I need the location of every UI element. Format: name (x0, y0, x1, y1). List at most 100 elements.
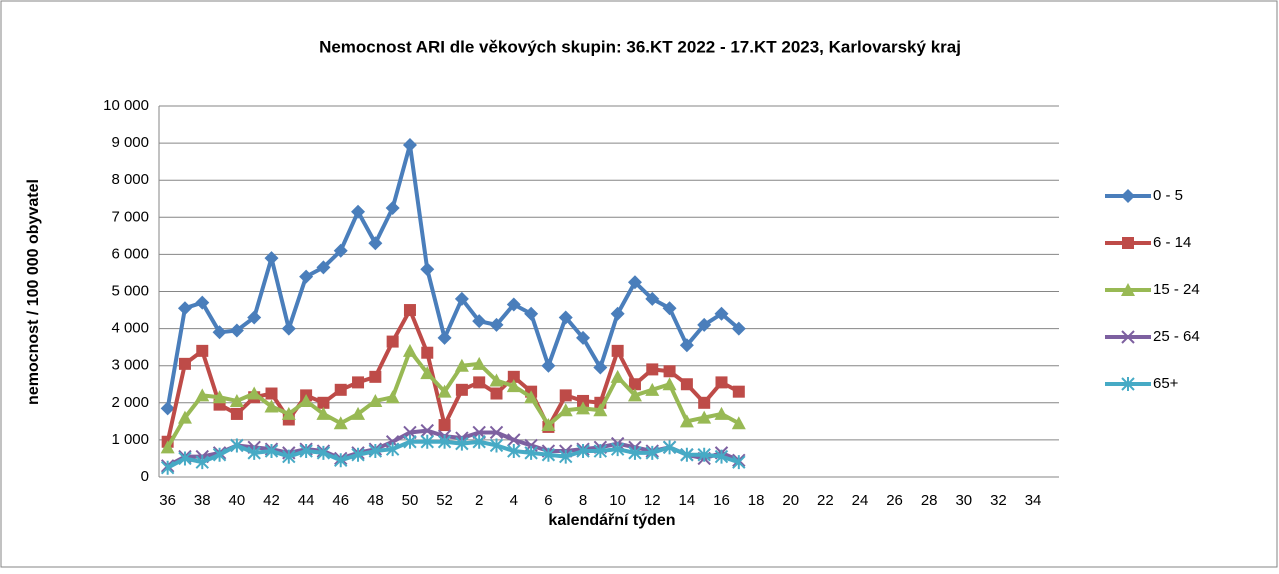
marker (489, 317, 504, 332)
marker (679, 414, 694, 428)
marker (472, 434, 486, 449)
marker (281, 321, 296, 336)
marker (662, 377, 677, 391)
marker (593, 444, 608, 459)
marker (473, 376, 486, 389)
marker (212, 325, 227, 340)
marker (420, 434, 434, 449)
marker (264, 251, 279, 266)
marker (195, 455, 209, 470)
marker (351, 406, 366, 420)
marker (697, 447, 711, 462)
x-tick-label: 30 (955, 492, 972, 509)
marker (611, 344, 624, 357)
marker (160, 460, 175, 475)
series-line (165, 142, 741, 409)
marker (316, 260, 331, 275)
marker (662, 440, 677, 455)
marker (230, 438, 244, 453)
marker (680, 378, 693, 391)
marker (732, 455, 746, 470)
marker (558, 403, 573, 417)
marker (731, 321, 746, 336)
marker (714, 406, 729, 420)
marker (610, 369, 625, 383)
marker (697, 410, 712, 424)
marker (316, 406, 331, 420)
marker (402, 137, 417, 152)
marker (369, 370, 382, 383)
marker (559, 449, 573, 464)
marker (506, 379, 521, 393)
marker (265, 387, 278, 400)
y-tick-label: 3 000 (111, 357, 149, 374)
marker (698, 396, 711, 409)
marker (438, 419, 451, 432)
marker (247, 445, 261, 460)
y-tick-label: 9 000 (111, 134, 149, 151)
x-tick-label: 14 (679, 492, 696, 509)
marker (299, 269, 314, 284)
x-tick-label: 12 (644, 492, 661, 509)
marker (731, 416, 746, 430)
series-line (165, 308, 740, 443)
marker (281, 406, 296, 420)
y-tick-label: 8 000 (111, 171, 149, 188)
marker (386, 335, 399, 348)
marker (489, 425, 504, 440)
marker (282, 449, 296, 464)
marker (714, 306, 729, 321)
marker (299, 444, 313, 459)
y-tick-label: 4 000 (111, 320, 149, 337)
y-tick-label: 1 000 (111, 431, 149, 448)
marker (160, 440, 175, 454)
marker (472, 356, 487, 370)
y-tick-label: 0 (141, 468, 149, 485)
series-line (166, 439, 740, 470)
marker (402, 343, 417, 357)
x-tick-label: 40 (229, 492, 246, 509)
marker (368, 444, 383, 459)
legend-label: 6 - 14 (1153, 234, 1191, 251)
marker (559, 389, 572, 402)
marker (455, 383, 468, 396)
marker (645, 382, 660, 396)
marker (229, 393, 244, 407)
marker (212, 447, 227, 462)
x-tick-label: 36 (159, 492, 176, 509)
marker (437, 384, 452, 398)
marker (541, 447, 556, 462)
x-tick-label: 16 (713, 492, 730, 509)
legend-label: 15 - 24 (1153, 281, 1200, 298)
marker (645, 291, 660, 306)
legend-marker (1121, 330, 1135, 344)
marker (627, 388, 642, 402)
marker (680, 447, 694, 462)
marker (264, 399, 279, 413)
x-tick-label: 52 (436, 492, 453, 509)
marker (610, 306, 625, 321)
x-tick-label: 22 (817, 492, 834, 509)
legend-marker (1121, 189, 1135, 203)
marker (421, 346, 434, 359)
x-tick-label: 18 (748, 492, 765, 509)
marker (385, 442, 400, 457)
marker (576, 401, 591, 415)
marker (576, 444, 590, 459)
legend-marker (1122, 237, 1134, 249)
x-tick-label: 46 (332, 492, 349, 509)
marker (489, 373, 504, 387)
marker (489, 438, 504, 453)
marker (385, 390, 400, 404)
y-tick-label: 2 000 (111, 394, 149, 411)
y-axis-label: nemocnost / 100 000 obyvatel (25, 179, 42, 405)
marker (334, 453, 348, 468)
x-tick-label: 10 (609, 492, 626, 509)
series-line (165, 348, 740, 449)
marker (507, 433, 521, 447)
legend-label: 25 - 64 (1153, 328, 1200, 345)
marker (524, 445, 538, 460)
marker (317, 396, 330, 409)
marker (558, 310, 573, 325)
